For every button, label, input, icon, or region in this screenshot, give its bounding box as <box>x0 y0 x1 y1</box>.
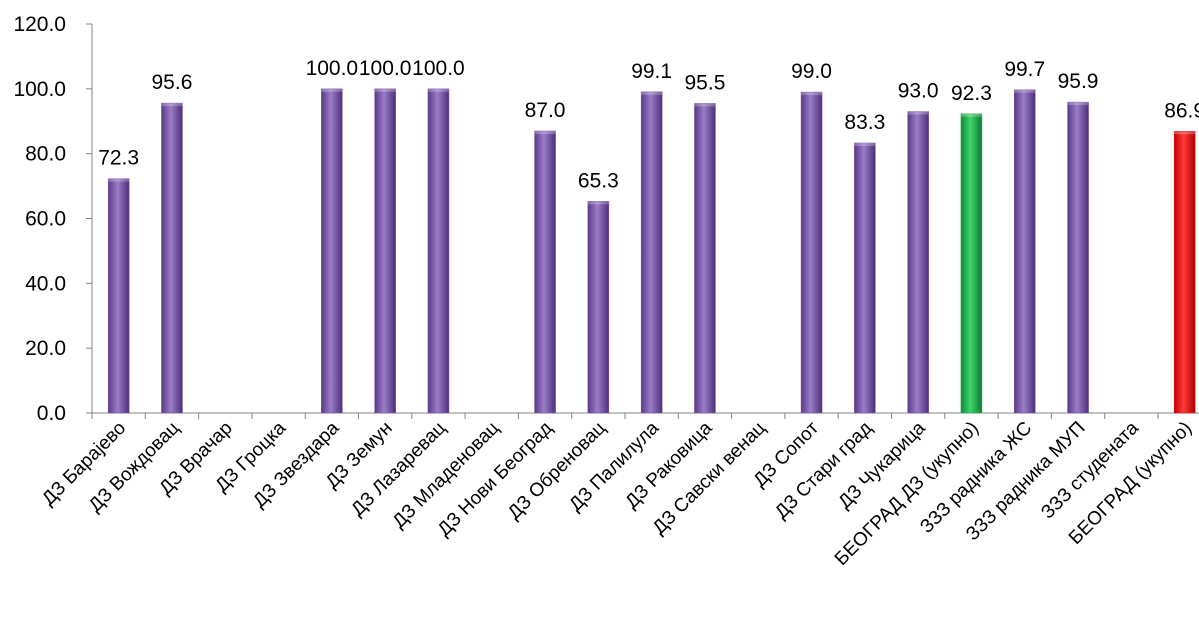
bars <box>107 88 1196 414</box>
bar <box>427 88 450 414</box>
bar-highlight <box>801 92 823 96</box>
bar <box>907 111 929 414</box>
data-label: 95.6 <box>152 71 193 94</box>
data-label: 87.0 <box>525 99 566 122</box>
data-label: 72.3 <box>98 147 139 170</box>
bar <box>1173 131 1196 414</box>
bar-highlight <box>161 103 183 107</box>
bar-highlight <box>321 88 343 92</box>
data-label: 65.3 <box>578 169 619 192</box>
bar <box>854 142 876 414</box>
data-label: 83.3 <box>844 111 885 134</box>
bar-highlight <box>374 88 396 92</box>
bar-highlight <box>1174 131 1196 135</box>
bar <box>161 102 183 414</box>
data-label: 99.0 <box>791 60 832 83</box>
bar <box>1067 101 1089 414</box>
y-tick-label: 40.0 <box>25 272 66 295</box>
y-tick-label: 60.0 <box>25 208 66 231</box>
bar-highlight <box>854 142 876 146</box>
bar <box>1014 89 1036 414</box>
data-label: 99.1 <box>631 60 672 83</box>
bar <box>374 88 396 414</box>
data-label: 100.0 <box>359 57 412 80</box>
bar <box>640 91 663 414</box>
bar <box>800 91 823 414</box>
bar <box>694 103 716 414</box>
bar-highlight <box>694 103 716 107</box>
x-axis <box>91 412 1199 419</box>
data-label: 92.3 <box>951 82 992 105</box>
data-label: 100.0 <box>306 57 359 80</box>
bar <box>107 178 130 414</box>
y-tick-label: 100.0 <box>13 78 66 101</box>
data-label: 99.7 <box>1004 58 1045 81</box>
data-label: 95.5 <box>685 71 726 94</box>
bar-highlight <box>534 130 556 134</box>
bar-highlight <box>108 178 130 182</box>
category-label: ДЗ Стари град <box>771 418 876 523</box>
bar <box>321 88 343 414</box>
bar <box>960 113 983 414</box>
bar-highlight <box>960 113 982 117</box>
bar-highlight <box>907 111 929 115</box>
data-label: 93.0 <box>898 80 939 103</box>
y-tick-label: 20.0 <box>25 337 66 360</box>
bar <box>534 130 556 414</box>
bar <box>587 201 610 414</box>
data-label: 86.9 <box>1164 99 1199 122</box>
y-axis: 0.0 20.0 40.0 60.0 80.0 100.0 120.0 <box>13 13 93 425</box>
y-tick-label: 0.0 <box>37 402 66 425</box>
data-label: 100.0 <box>412 57 465 80</box>
y-tick-label: 80.0 <box>25 143 66 166</box>
bar-highlight <box>641 91 663 95</box>
bar-highlight <box>1067 102 1089 106</box>
bar-highlight <box>427 88 449 92</box>
bar-highlight <box>587 201 609 205</box>
data-label: 95.9 <box>1058 70 1099 93</box>
bar-highlight <box>1014 89 1036 93</box>
category-label: ДЗ Лазаревац <box>347 418 450 521</box>
y-tick-label: 120.0 <box>13 13 66 36</box>
